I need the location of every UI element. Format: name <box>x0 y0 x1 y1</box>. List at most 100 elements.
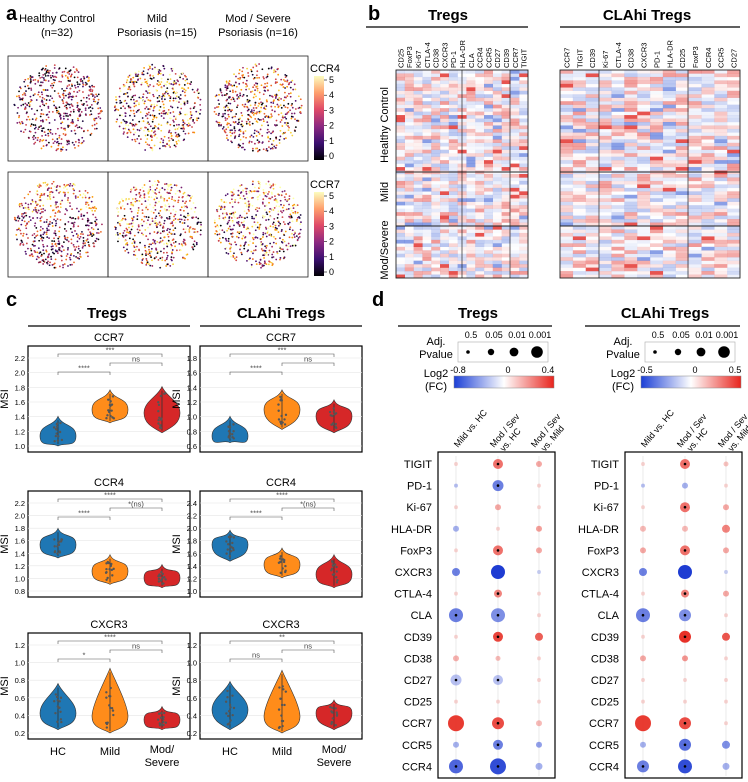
umap-point <box>281 211 283 214</box>
heatmap-cell <box>585 101 599 105</box>
heatmap-cell <box>519 160 529 164</box>
umap-point <box>184 242 187 245</box>
umap-point <box>78 110 80 113</box>
umap-point <box>148 123 151 126</box>
umap-point <box>58 235 61 238</box>
umap-point <box>58 230 61 233</box>
heatmap-cell <box>650 97 664 102</box>
heatmap-cell <box>598 115 612 119</box>
umap-point <box>64 127 66 130</box>
umap-point <box>148 245 150 248</box>
umap-point <box>97 228 99 231</box>
heatmap-cell <box>440 229 449 234</box>
heatmap-cell <box>637 70 651 74</box>
umap-point <box>21 215 23 218</box>
umap-point <box>166 199 169 202</box>
heatmap-cell <box>501 87 511 91</box>
heatmap-cell <box>637 194 651 199</box>
umap-point <box>56 201 58 204</box>
heatmap-cell <box>475 111 485 116</box>
umap-point <box>147 238 149 241</box>
heatmap-cell <box>560 128 574 133</box>
umap-point <box>60 126 63 129</box>
umap-point <box>145 264 148 266</box>
umap-point <box>241 120 243 123</box>
umap-point <box>268 190 270 193</box>
umap-point <box>163 106 165 109</box>
umap-point <box>166 113 169 116</box>
heatmap-cell <box>448 205 458 209</box>
umap-point <box>141 209 144 212</box>
heatmap-cell <box>440 219 449 223</box>
umap-point <box>265 235 268 238</box>
heatmap-cell <box>688 87 702 91</box>
umap-point <box>67 115 69 117</box>
umap-point <box>60 122 62 125</box>
umap-point <box>62 117 65 120</box>
heatmap-cell <box>431 139 441 143</box>
umap-point <box>223 231 226 234</box>
heatmap-cell <box>650 111 664 116</box>
umap-point <box>237 189 240 192</box>
umap-point <box>247 200 250 203</box>
umap-point <box>220 200 223 203</box>
umap-point <box>53 252 55 255</box>
umap-point <box>95 93 98 96</box>
heatmap-cell <box>475 201 485 206</box>
heatmap-cell <box>675 205 689 209</box>
heatmap-cell <box>688 128 702 133</box>
umap-point <box>76 240 79 243</box>
umap-point <box>147 108 150 110</box>
heatmap-cell <box>396 250 405 254</box>
heatmap-cell <box>440 101 449 105</box>
heatmap-cell <box>598 274 612 279</box>
heatmap-cell <box>466 76 476 81</box>
umap-point <box>270 113 273 115</box>
heatmap-cell <box>572 198 586 202</box>
umap-point <box>86 83 88 85</box>
umap-point <box>76 256 79 259</box>
heatmap-cell <box>624 90 638 95</box>
umap-point <box>77 251 79 254</box>
heatmap-cell <box>484 139 493 143</box>
umap-point <box>248 141 251 144</box>
umap-point <box>231 116 234 119</box>
umap-point <box>52 196 55 199</box>
umap-point <box>68 73 71 75</box>
umap-point <box>231 132 234 135</box>
umap-point <box>61 87 63 90</box>
umap-point <box>52 84 55 87</box>
umap-point <box>261 68 264 71</box>
umap-point <box>167 108 170 111</box>
umap-point <box>166 256 168 259</box>
heatmap-cell <box>727 90 741 95</box>
heatmap-cell <box>688 108 702 112</box>
umap-point <box>72 217 75 219</box>
umap-point <box>229 129 232 132</box>
umap-point <box>55 222 58 225</box>
heatmap-cell <box>611 257 625 261</box>
umap-point <box>182 192 185 195</box>
umap-point <box>71 208 73 210</box>
heatmap-cell <box>688 198 702 202</box>
umap-point <box>149 264 152 267</box>
umap-point <box>133 115 136 117</box>
heatmap-cell <box>650 222 664 227</box>
umap-point <box>234 241 236 244</box>
umap-point <box>289 245 292 248</box>
umap-point <box>40 253 43 256</box>
umap-point <box>58 136 61 139</box>
heatmap-cell <box>422 111 432 116</box>
umap-point <box>31 76 34 78</box>
heatmap-cell <box>448 274 458 279</box>
umap-point <box>231 194 234 197</box>
heatmap-cell <box>404 187 414 192</box>
umap-point <box>179 249 182 252</box>
heatmap-cell <box>585 274 599 279</box>
heatmap-cell <box>448 236 458 241</box>
heatmap-cell <box>440 73 449 78</box>
a-col1-line2: (n=32) <box>41 27 73 39</box>
colorbar-ccr4 <box>314 76 324 160</box>
a-col2-line1: Mild <box>147 13 167 25</box>
